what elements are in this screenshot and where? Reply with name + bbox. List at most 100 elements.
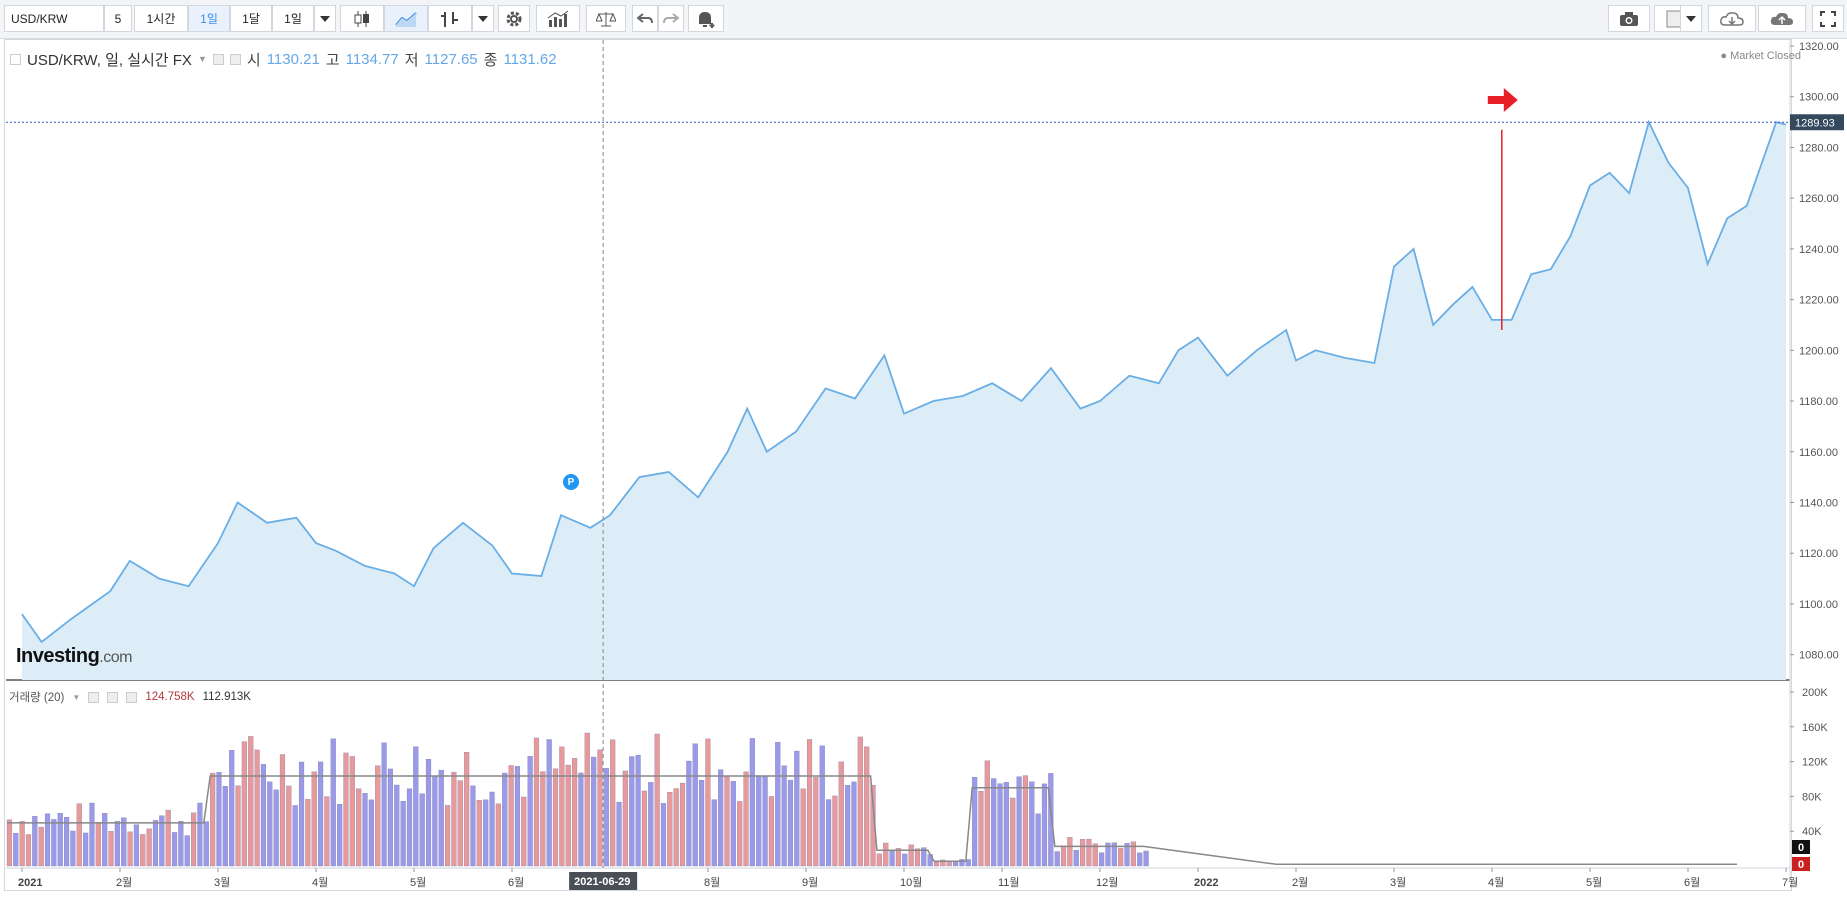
close-icon[interactable] xyxy=(126,691,138,703)
settings-button[interactable] xyxy=(498,5,530,32)
volume-bar xyxy=(457,780,463,867)
volume-bar xyxy=(64,817,70,867)
visibility-icon[interactable] xyxy=(88,691,100,703)
load-layout-button[interactable] xyxy=(1708,5,1756,32)
volume-bar xyxy=(1041,783,1048,867)
settings-small-icon[interactable] xyxy=(107,691,119,703)
y-tick-label: 1140.00 xyxy=(1799,497,1838,509)
volume-bar xyxy=(559,746,565,867)
volume-bar xyxy=(1035,813,1041,867)
volume-bar xyxy=(356,788,362,867)
volume-bar xyxy=(241,741,247,867)
camera-icon xyxy=(1620,11,1638,26)
screenshot-button[interactable] xyxy=(1608,5,1650,32)
y-tick-label: 1300.00 xyxy=(1799,92,1839,104)
volume-bar xyxy=(260,764,266,867)
volume-bar xyxy=(806,739,813,867)
volume-bar xyxy=(1022,775,1028,867)
volume-bar xyxy=(311,771,317,867)
candles-button[interactable] xyxy=(340,5,384,32)
y-tick-label: 1160.00 xyxy=(1799,447,1838,459)
undo-button[interactable] xyxy=(632,5,658,32)
volume-bar xyxy=(165,809,171,867)
volume-tick-label: 160K xyxy=(1802,722,1828,734)
interval-1month[interactable]: 1달 xyxy=(230,5,272,32)
volume-value-1: 124.758K xyxy=(145,691,195,703)
x-tick-label: 3월 xyxy=(214,876,230,889)
volume-bar xyxy=(654,733,660,867)
volume-bar xyxy=(267,781,273,867)
alert-button[interactable] xyxy=(688,5,724,32)
symbol-input[interactable]: USD/KRW xyxy=(4,5,104,32)
volume-bar xyxy=(483,799,489,867)
volume-bar xyxy=(127,831,133,867)
chevron-down-icon[interactable]: ▼ xyxy=(197,54,207,64)
compare-button[interactable] xyxy=(586,5,626,32)
volume-bar xyxy=(502,772,508,867)
interval-custom[interactable]: 1일 xyxy=(272,5,314,32)
volume-bar xyxy=(857,736,863,867)
volume-bar xyxy=(222,786,228,867)
volume-bar xyxy=(603,768,609,867)
volume-bar xyxy=(184,835,190,867)
volume-bar xyxy=(1124,843,1130,867)
volume-bar xyxy=(489,791,495,867)
volume-bar xyxy=(438,769,444,867)
indicators-button[interactable] xyxy=(536,5,580,32)
save-layout-button[interactable] xyxy=(1758,5,1806,32)
volume-bar xyxy=(991,778,997,867)
volume-bar xyxy=(552,768,559,867)
x-tick-label: 3월 xyxy=(1390,876,1406,889)
cloud-upload-icon xyxy=(1770,12,1793,25)
fullscreen-button[interactable] xyxy=(1812,5,1844,32)
volume-bar xyxy=(368,799,374,867)
volume-bar xyxy=(743,771,749,867)
volume-bar xyxy=(794,750,800,867)
volume-bar xyxy=(997,783,1003,867)
volume-bar xyxy=(521,796,527,867)
collapse-icon[interactable] xyxy=(10,53,21,65)
volume-bar xyxy=(965,859,971,867)
volume-bar xyxy=(984,760,990,867)
bar-style-button[interactable] xyxy=(428,5,472,32)
volume-bar xyxy=(800,788,806,867)
line-chart-button[interactable] xyxy=(384,5,428,32)
style-dropdown[interactable] xyxy=(472,5,494,32)
interval-label: 1일 xyxy=(200,12,218,26)
volume-bar xyxy=(540,771,546,867)
interval-5[interactable]: 5 xyxy=(104,5,132,32)
volume-bar xyxy=(616,801,622,867)
template-dropdown[interactable] xyxy=(1680,5,1702,32)
last-price-tag xyxy=(1790,114,1844,131)
price-marker[interactable]: P xyxy=(563,474,579,490)
volume-bar xyxy=(762,776,768,867)
volume-bar xyxy=(1016,776,1022,867)
volume-bar xyxy=(718,769,724,867)
chevron-down-icon[interactable]: ▼ xyxy=(72,692,81,702)
volume-bar xyxy=(584,732,590,867)
interval-dropdown[interactable] xyxy=(314,5,336,32)
volume-bar xyxy=(1137,852,1143,867)
visibility-icon[interactable] xyxy=(212,53,224,65)
x-tick-label: 2월 xyxy=(116,876,132,889)
redo-button[interactable] xyxy=(658,5,684,32)
interval-1hour[interactable]: 1시간 xyxy=(134,5,188,32)
chart-frame xyxy=(4,39,1792,891)
volume-bar xyxy=(1048,773,1054,867)
open-value: 1130.21 xyxy=(266,50,320,68)
volume-bar xyxy=(413,746,419,867)
volume-bar xyxy=(444,805,451,867)
volume-bar xyxy=(190,812,197,867)
series-title: USD/KRW, 일, 실시간 FX xyxy=(27,51,192,69)
settings-small-icon[interactable] xyxy=(229,53,241,65)
price-line xyxy=(21,119,1787,644)
chevron-down-icon xyxy=(478,15,488,22)
volume-bar xyxy=(210,772,216,867)
y-tick-label: 1320.00 xyxy=(1799,41,1839,53)
volume-bar xyxy=(216,771,222,867)
volume-bar xyxy=(724,775,730,867)
volume-bar xyxy=(108,831,114,867)
redo-icon xyxy=(663,12,679,23)
interval-1day[interactable]: 1일 xyxy=(188,5,230,32)
